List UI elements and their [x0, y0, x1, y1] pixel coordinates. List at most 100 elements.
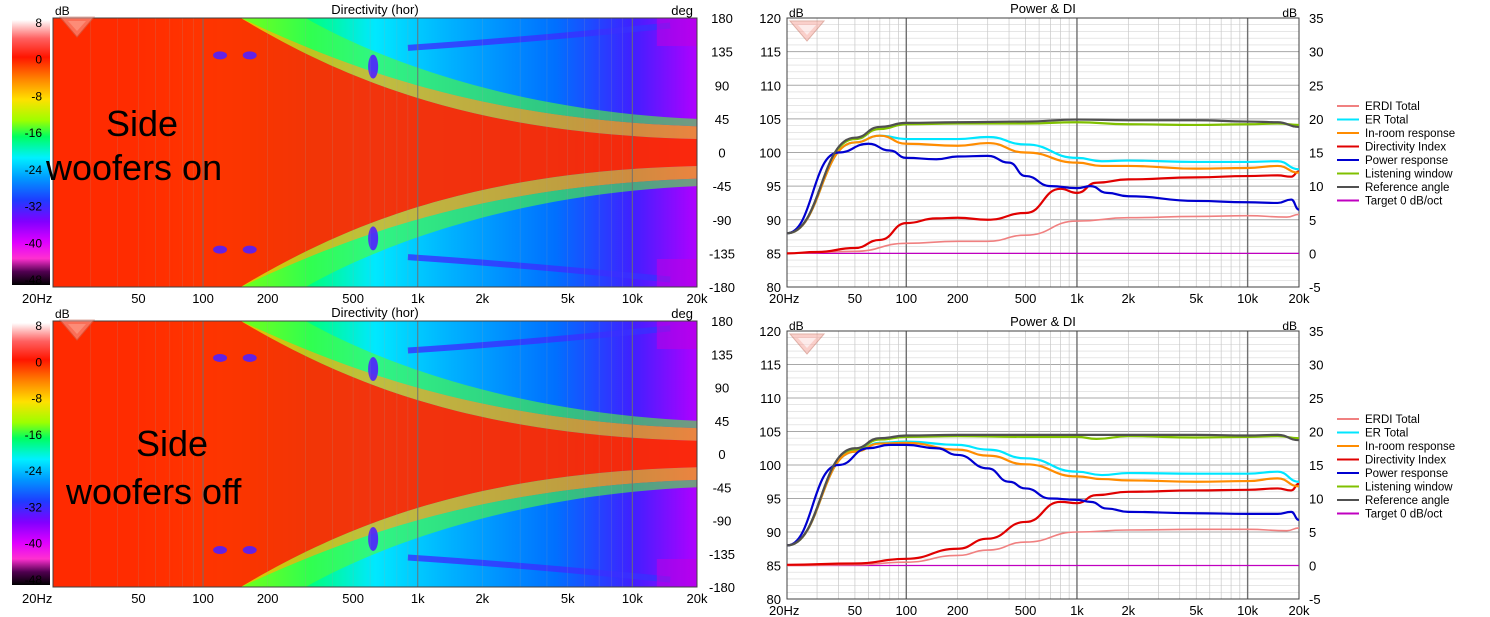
null-spot-0 — [213, 51, 228, 60]
logo-inner — [798, 25, 816, 35]
y-left-tick-label: 100 — [759, 146, 781, 161]
x-start-label: 20Hz — [769, 603, 799, 617]
x-tick-label: 20k — [1289, 603, 1310, 617]
null-spot-3 — [242, 245, 257, 254]
x-tick-label: 5k — [561, 591, 575, 606]
legend-label: Directivity Index — [1365, 142, 1446, 154]
y-left-tick-label: 80 — [767, 592, 781, 607]
y-right-tick-label: 5 — [1309, 525, 1316, 540]
y-tick-label: -180 — [709, 280, 735, 295]
brand-logo — [58, 319, 96, 341]
x-tick-label: 5k — [1189, 603, 1203, 617]
x-tick-label: 50 — [131, 591, 145, 606]
y-right-unit: dB — [1282, 319, 1297, 333]
logo-triangle — [788, 333, 826, 355]
colorbar-tick-label: -16 — [25, 126, 43, 140]
legend-label: Target 0 dB/oct — [1365, 509, 1443, 521]
y-tick-label: 180 — [711, 314, 733, 329]
colorbar-tick-label: -48 — [25, 573, 43, 587]
y-left-tick-label: 95 — [767, 179, 781, 194]
main-beam — [53, 18, 697, 287]
y-tick-label: -45 — [713, 480, 732, 495]
y-right-tick-label: 0 — [1309, 246, 1316, 261]
brand-logo — [788, 20, 826, 42]
series-line-power-response — [786, 443, 1300, 547]
null-spot-1 — [242, 51, 257, 60]
hf-noise-top — [656, 18, 697, 46]
series-line-in-room-response — [786, 441, 1300, 547]
colorbar-tick-label: -24 — [25, 163, 43, 177]
x-tick-label: 50 — [848, 603, 862, 617]
y-tick-label: -90 — [713, 213, 732, 228]
x-tick-label: 10k — [622, 591, 643, 606]
plot-title: Power & DI — [1010, 314, 1076, 329]
y-left-tick-label: 120 — [759, 11, 781, 26]
legend-label: ERDI Total — [1365, 414, 1420, 426]
green-band-lower — [240, 178, 697, 287]
null-spot-2 — [213, 245, 228, 254]
logo-triangle — [58, 319, 96, 341]
y-left-tick-label: 105 — [759, 112, 781, 127]
colorbar-tick-label: -32 — [25, 200, 43, 214]
y-right-tick-label: 5 — [1309, 213, 1316, 228]
y-tick-label: 135 — [711, 347, 733, 362]
directivity-panel-0: 8 0 -8 -16 -24 -32 -40 -48 dB Directivity (hor) de… — [12, 2, 735, 306]
x-tick-label: 2k — [475, 291, 489, 306]
hf-noise-top — [656, 321, 697, 349]
legend-label: Directivity Index — [1365, 455, 1446, 467]
series-line-erdi-total — [786, 527, 1300, 567]
x-tick-label: 20k — [1289, 291, 1310, 306]
y-left-tick-label: 95 — [767, 492, 781, 507]
green-band-upper — [240, 18, 697, 127]
y-right-unit: dB — [1282, 6, 1297, 20]
x-tick-label: 100 — [895, 291, 917, 306]
x-tick-label: 2k — [1121, 603, 1135, 617]
x-tick-label: 5k — [1189, 291, 1203, 306]
annotation-bottom: Side woofers off — [66, 420, 306, 516]
null-spot-4 — [368, 357, 379, 382]
y-right-tick-label: 35 — [1309, 11, 1323, 26]
y-right-tick-label: 30 — [1309, 45, 1323, 60]
y-tick-label: 45 — [715, 414, 729, 429]
y-right-tick-label: 25 — [1309, 78, 1323, 93]
plot-frame — [786, 17, 1300, 288]
directivity-panel-2: 8 0 -8 -16 -24 -32 -40 -48 dB Directivity (hor) de… — [12, 305, 735, 606]
y-tick-label: 90 — [715, 78, 729, 93]
colorbar-unit: dB — [55, 307, 70, 321]
annotation-top-line2: woofers on — [46, 147, 223, 188]
annotation-bottom-line1: Side — [136, 423, 209, 464]
colorbar-tick-label: -8 — [31, 89, 42, 103]
x-tick-label: 500 — [1015, 603, 1037, 617]
legend-label: Reference angle — [1365, 182, 1449, 194]
x-tick-label: 200 — [947, 603, 969, 617]
brand-logo — [788, 333, 826, 355]
y-unit-label: deg — [671, 306, 693, 321]
legend-label: Power response — [1365, 468, 1448, 480]
colorbar-tick-label: -32 — [25, 500, 43, 514]
legend-label: ER Total — [1365, 428, 1408, 440]
x-tick-label: 50 — [848, 291, 862, 306]
logo-inner — [68, 21, 86, 31]
y-tick-label: 90 — [715, 381, 729, 396]
colorbar — [12, 20, 50, 285]
hf-noise-bottom — [656, 259, 697, 287]
x-tick-label: 5k — [561, 291, 575, 306]
y-left-tick-label: 90 — [767, 525, 781, 540]
colorbar-tick-label: -16 — [25, 428, 43, 442]
legend-label: In-room response — [1365, 441, 1455, 453]
plot-frame — [52, 17, 698, 288]
y-left-tick-label: 115 — [760, 358, 781, 373]
beam-halo-upper — [240, 321, 697, 441]
x-tick-label: 200 — [257, 591, 279, 606]
x-tick-label: 1k — [1070, 603, 1084, 617]
y-left-tick-label: 110 — [760, 391, 781, 406]
series-line-power-response — [786, 142, 1300, 235]
x-tick-label: 10k — [1237, 603, 1258, 617]
legend-label: Listening window — [1365, 169, 1453, 181]
legend-label: Target 0 dB/oct — [1365, 196, 1443, 208]
y-right-tick-label: 15 — [1309, 146, 1323, 161]
series-line-reference-angle — [786, 118, 1300, 235]
colorbar-tick-label: 8 — [35, 16, 42, 30]
colorbar — [12, 323, 50, 585]
